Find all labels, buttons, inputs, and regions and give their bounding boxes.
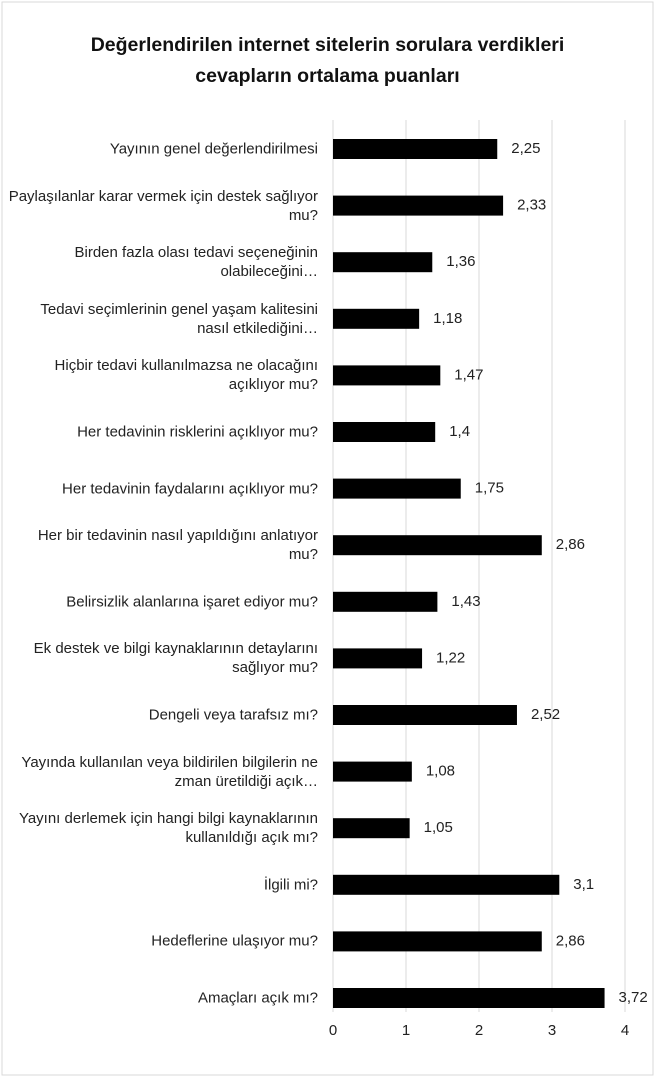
data-label: 1,08 — [426, 763, 455, 780]
y-tick-label: Her tedavinin risklerini açıklıyor mu? — [77, 423, 318, 441]
data-label: 3,1 — [573, 876, 594, 893]
bar — [333, 422, 436, 442]
bar — [333, 308, 420, 329]
x-tick-label: 0 — [329, 1022, 337, 1039]
bar — [333, 365, 441, 386]
bar — [333, 761, 412, 782]
data-label: 2,86 — [556, 536, 585, 553]
y-tick-label: Dengeli veya tarafsız mı? — [148, 706, 318, 724]
data-label: 3,72 — [619, 989, 648, 1006]
bar — [333, 931, 542, 952]
data-label: 1,22 — [436, 649, 465, 666]
y-tick-label: Hiçbir tedavi kullanılmazsa ne olacağını… — [54, 357, 318, 394]
y-tick-label: Yayında kullanılan veya bildirilen bilgi… — [21, 753, 318, 790]
bar — [333, 252, 433, 273]
data-label: 2,33 — [517, 197, 546, 214]
bar — [333, 818, 410, 839]
data-label: 1,36 — [446, 253, 475, 270]
data-label: 1,47 — [454, 366, 483, 383]
y-tick-label: Her bir tedavinin nasıl yapıldığını anla… — [37, 527, 318, 564]
chart-title: Değerlendirilen internet sitelerin sorul… — [90, 34, 565, 87]
y-tick-label: Birden fazla olası tedavi seçeneğinin ol… — [74, 244, 319, 281]
x-tick-label: 4 — [621, 1022, 629, 1039]
y-tick-label: İlgili mi? — [263, 876, 318, 894]
bar — [333, 195, 504, 216]
bar — [333, 591, 438, 612]
y-tick-label: Tedavi seçimlerinin genel yaşam kalitesi… — [40, 300, 318, 337]
bar — [333, 535, 542, 556]
data-label: 1,75 — [475, 480, 504, 497]
data-label: 1,43 — [451, 593, 480, 610]
y-tick-label: Amaçları açık mı? — [197, 989, 318, 1007]
y-tick-label: Belirsizlik alanlarına işaret ediyor mu? — [66, 593, 318, 611]
bar — [333, 705, 517, 725]
bar — [333, 874, 560, 895]
y-tick-label: Her tedavinin faydalarını açıklıyor mu? — [62, 480, 318, 498]
x-tick-label: 3 — [548, 1022, 556, 1039]
data-label: 2,52 — [531, 706, 560, 723]
x-tick-label: 1 — [402, 1022, 410, 1039]
data-label: 1,4 — [449, 423, 470, 440]
bar — [333, 139, 498, 159]
bar — [333, 988, 605, 1008]
y-tick-label: Yayını derlemek için hangi bilgi kaynakl… — [18, 810, 318, 847]
data-label: 1,05 — [424, 819, 453, 836]
bar — [333, 478, 461, 499]
data-label: 1,18 — [433, 310, 462, 327]
x-tick-label: 2 — [475, 1022, 483, 1039]
y-tick-label: Paylaşılanlar karar vermek için destek s… — [8, 187, 318, 224]
y-tick-label: Yayının genel değerlendirilmesi — [109, 140, 318, 158]
y-tick-label: Ek destek ve bilgi kaynaklarının detayla… — [33, 640, 318, 677]
data-label: 2,25 — [511, 140, 540, 157]
data-label: 2,86 — [556, 932, 585, 949]
y-tick-label: Hedeflerine ulaşıyor mu? — [151, 932, 318, 950]
bar — [333, 648, 423, 669]
